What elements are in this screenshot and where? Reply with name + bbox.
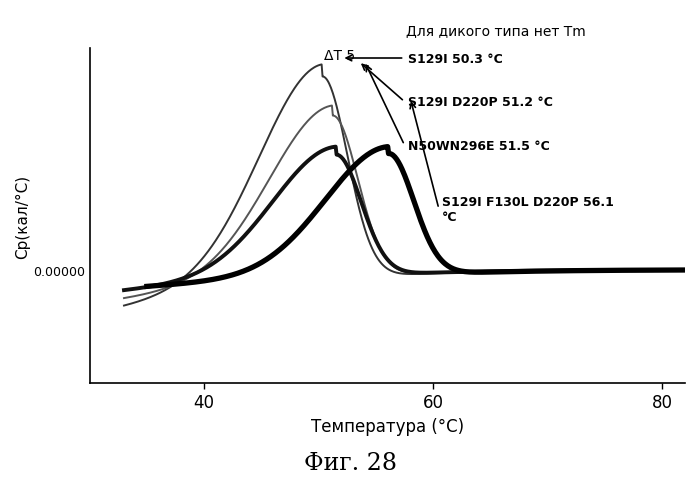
Text: S129I 50.3 °C: S129I 50.3 °C xyxy=(408,52,503,65)
Text: ΔT 5: ΔT 5 xyxy=(323,49,355,63)
Text: Для дикого типа нет Tm: Для дикого типа нет Tm xyxy=(406,24,586,38)
Text: S129I D220P 51.2 °C: S129I D220P 51.2 °C xyxy=(408,96,553,109)
Y-axis label: Cp(кал/°C): Cp(кал/°C) xyxy=(15,174,30,258)
X-axis label: Температура (°C): Температура (°C) xyxy=(311,417,464,435)
Text: N50WN296E 51.5 °C: N50WN296E 51.5 °C xyxy=(408,139,550,152)
Text: S129I F130L D220P 56.1
°C: S129I F130L D220P 56.1 °C xyxy=(442,196,614,223)
Text: Фиг. 28: Фиг. 28 xyxy=(304,452,396,474)
